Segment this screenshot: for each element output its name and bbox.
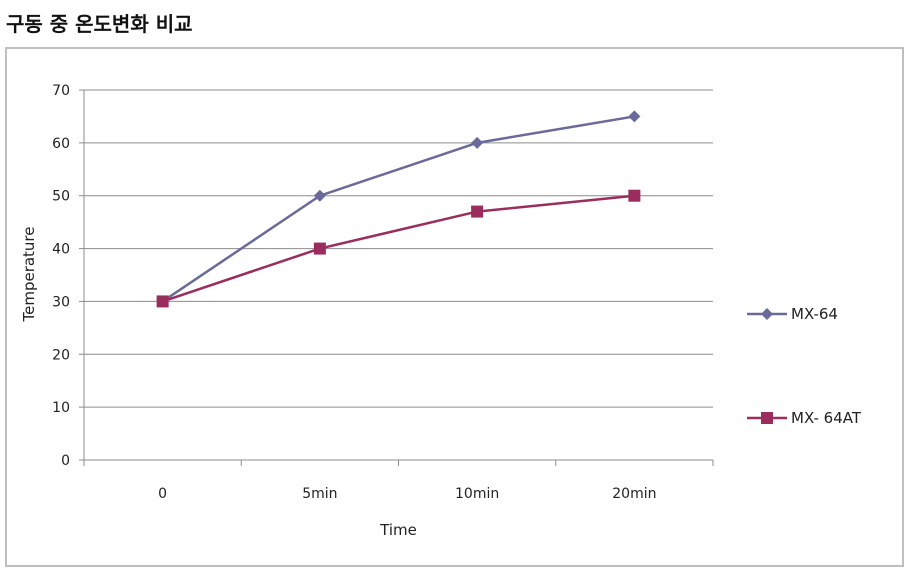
x-tick-label: 10min [455, 486, 499, 502]
x-tick-label: 20min [612, 486, 656, 502]
data-point [156, 295, 169, 308]
y-axis-title: Temperature [20, 226, 38, 322]
y-tick-label: 70 [52, 83, 70, 99]
data-point [313, 189, 326, 202]
x-axis-title: Time [379, 521, 417, 539]
data-point [471, 205, 484, 218]
page-title: 구동 중 온도변화 비교 [6, 12, 193, 36]
y-tick-label: 60 [52, 136, 70, 152]
y-tick-label: 0 [61, 453, 70, 469]
y-tick-label: 20 [52, 347, 70, 363]
legend-label: MX- 64AT [791, 409, 862, 427]
chart-frame [5, 47, 904, 567]
y-tick-label: 30 [52, 294, 70, 310]
series-line-1 [161, 115, 635, 303]
legend-label: MX-64 [791, 305, 838, 323]
y-tick-label: 40 [52, 242, 70, 258]
legend-marker [761, 412, 773, 424]
data-point [628, 189, 641, 202]
series-line-2 [162, 194, 635, 303]
x-tick-label: 0 [158, 486, 167, 502]
x-tick-label: 5min [302, 486, 337, 502]
y-tick-label: 50 [52, 189, 70, 205]
y-tick-label: 10 [52, 400, 70, 416]
data-point [471, 136, 484, 149]
data-point [313, 242, 326, 255]
data-point [628, 110, 641, 123]
legend-marker [761, 308, 773, 320]
